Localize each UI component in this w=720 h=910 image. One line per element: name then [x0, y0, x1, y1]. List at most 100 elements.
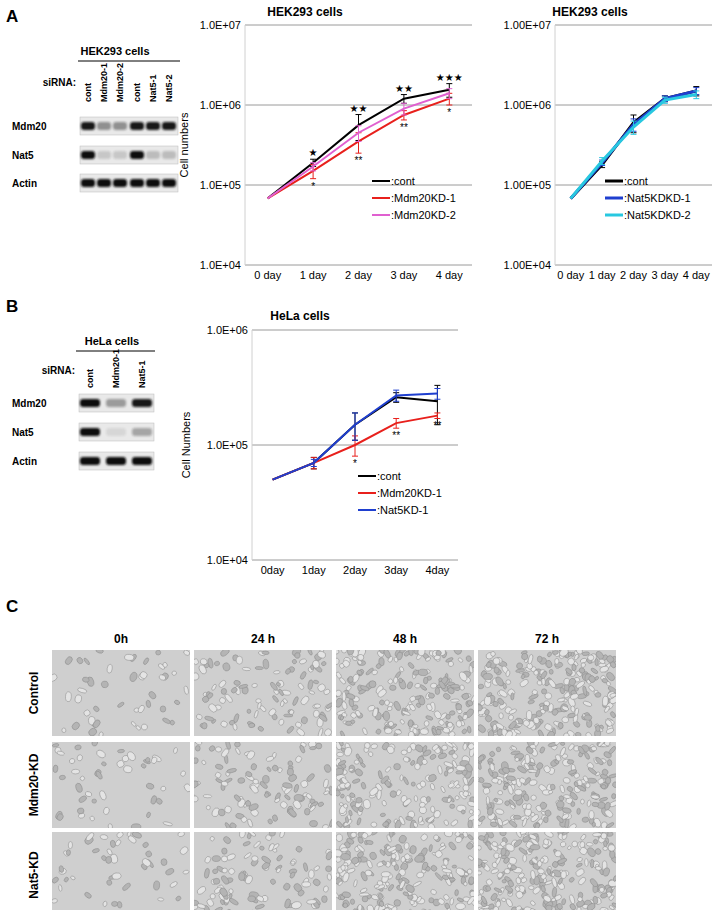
chart-title: HEK293 cells [552, 5, 628, 19]
cell [504, 869, 510, 874]
cell [169, 881, 178, 889]
cell [100, 834, 108, 840]
cell [292, 799, 303, 811]
cell [340, 730, 346, 736]
error-stem [358, 115, 359, 141]
cell [455, 867, 466, 878]
cell [489, 750, 496, 757]
cell [369, 680, 377, 688]
cell [309, 805, 317, 813]
cell [430, 806, 435, 813]
cell [527, 654, 533, 664]
cell [339, 802, 344, 806]
cell [584, 715, 592, 721]
band [97, 179, 111, 187]
cell [146, 782, 155, 790]
cell [466, 699, 474, 706]
cell [531, 856, 538, 865]
cell [261, 855, 272, 864]
cell [464, 763, 473, 773]
cell [594, 756, 604, 766]
cell [92, 848, 100, 854]
error-cap [311, 457, 317, 458]
error-stem [449, 89, 450, 99]
cell [600, 907, 609, 910]
cell [602, 696, 608, 706]
significance: * [447, 107, 451, 118]
cell [534, 823, 540, 828]
cell [528, 769, 537, 773]
cell [200, 658, 208, 666]
grid-line [555, 265, 712, 266]
cell [582, 686, 587, 696]
error-bar [434, 388, 440, 399]
cell [379, 901, 385, 908]
cell [131, 824, 141, 828]
error-bar [662, 97, 668, 103]
cell [368, 751, 374, 757]
cell [455, 703, 462, 710]
cell [561, 813, 570, 821]
cell [443, 819, 449, 826]
cell [209, 836, 215, 842]
cell [287, 768, 294, 776]
band [162, 179, 176, 187]
cell [398, 816, 406, 826]
micrograph-bg [336, 650, 474, 736]
error-cap [401, 119, 407, 120]
cell [455, 836, 463, 844]
cell [141, 723, 149, 730]
cell [514, 757, 519, 762]
cell [142, 841, 150, 848]
cell [420, 908, 429, 910]
error-stem [313, 459, 314, 466]
error-cap [693, 90, 699, 91]
cell [496, 747, 501, 753]
cell [251, 856, 258, 862]
micrograph [478, 650, 616, 736]
cell [179, 845, 190, 856]
error-bar [434, 385, 440, 424]
cell [408, 895, 414, 900]
y-axis [555, 25, 556, 265]
cell [247, 895, 255, 902]
cell [347, 650, 354, 655]
cell [528, 833, 537, 841]
micrograph-bg [194, 650, 332, 736]
cell [552, 650, 558, 654]
cell [394, 763, 401, 770]
cell [585, 731, 593, 736]
band [106, 457, 126, 465]
cell [233, 680, 241, 686]
cell [604, 802, 611, 811]
significance: * [311, 181, 315, 192]
cell [511, 745, 518, 750]
band [97, 122, 111, 130]
error-bar [393, 390, 399, 401]
cell [214, 771, 222, 779]
legend-swatch [605, 180, 623, 183]
cell [75, 782, 83, 793]
cell [63, 876, 69, 882]
x-tick-label: 3day [384, 564, 408, 576]
error-cap [311, 457, 317, 458]
cell [593, 817, 602, 828]
cell [521, 674, 526, 680]
cell [565, 667, 574, 676]
cell [348, 676, 353, 682]
cell [148, 690, 158, 700]
cell [312, 878, 321, 887]
x-tick-label: 0day [261, 564, 285, 576]
cell [420, 909, 428, 910]
cell [409, 845, 417, 854]
error-cap [401, 94, 407, 95]
cell [221, 688, 227, 694]
blot-row-label: Mdm20 [12, 398, 47, 409]
cell [438, 845, 446, 852]
cell [429, 844, 433, 852]
cell [59, 775, 66, 780]
cell [327, 873, 332, 880]
cell [56, 813, 65, 822]
cell [108, 823, 113, 828]
cell [467, 726, 472, 733]
